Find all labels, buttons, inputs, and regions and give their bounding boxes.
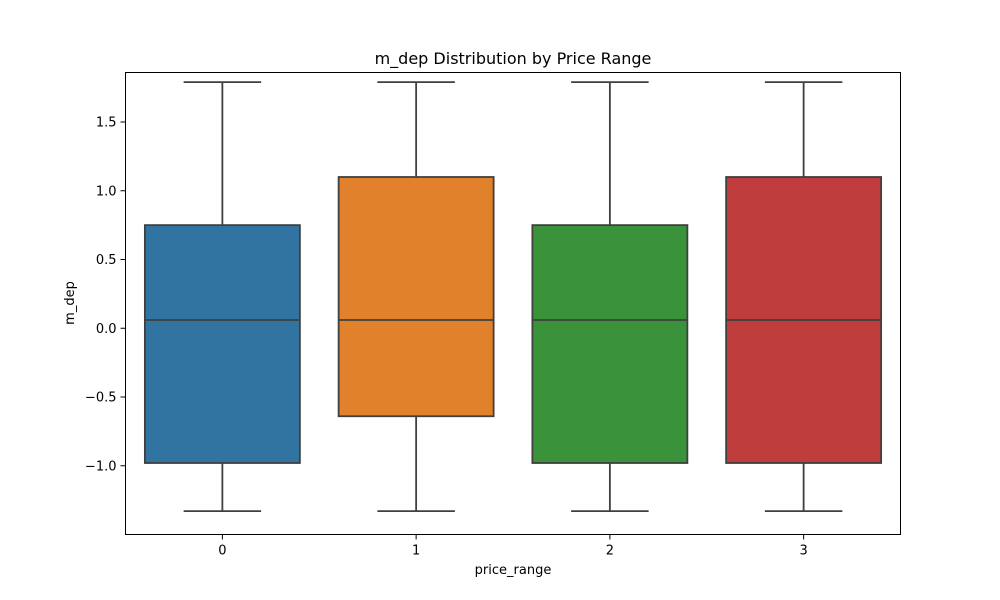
x-tick-label: 1	[412, 544, 420, 559]
y-axis: −1.0 −0.5 0.0 0.5 1.0 1.5	[85, 116, 126, 474]
box-0	[143, 224, 301, 464]
y-tick-label: 1.0	[96, 184, 117, 199]
x-tick-label: 0	[218, 544, 226, 559]
boxes-layer	[143, 81, 883, 513]
y-axis-label: m_dep	[63, 281, 78, 325]
y-tick-label: 0.0	[96, 322, 117, 337]
y-tick-label: 1.5	[96, 116, 117, 131]
box-group-0	[143, 81, 301, 513]
chart-title: m_dep Distribution by Price Range	[375, 49, 652, 69]
box-group-2	[531, 81, 689, 513]
x-tick-label: 3	[799, 544, 807, 559]
y-tick-label: −1.0	[85, 459, 117, 474]
box-group-1	[337, 81, 495, 513]
x-axis: 0 1 2 3	[218, 534, 808, 559]
y-tick-label: −0.5	[85, 391, 117, 406]
box-2	[531, 224, 689, 464]
y-tick-label: 0.5	[96, 253, 117, 268]
plot-frame	[125, 72, 901, 535]
box-group-3	[725, 81, 883, 513]
x-axis-label: price_range	[475, 563, 552, 578]
x-tick-label: 2	[606, 544, 614, 559]
box-1	[337, 176, 495, 418]
